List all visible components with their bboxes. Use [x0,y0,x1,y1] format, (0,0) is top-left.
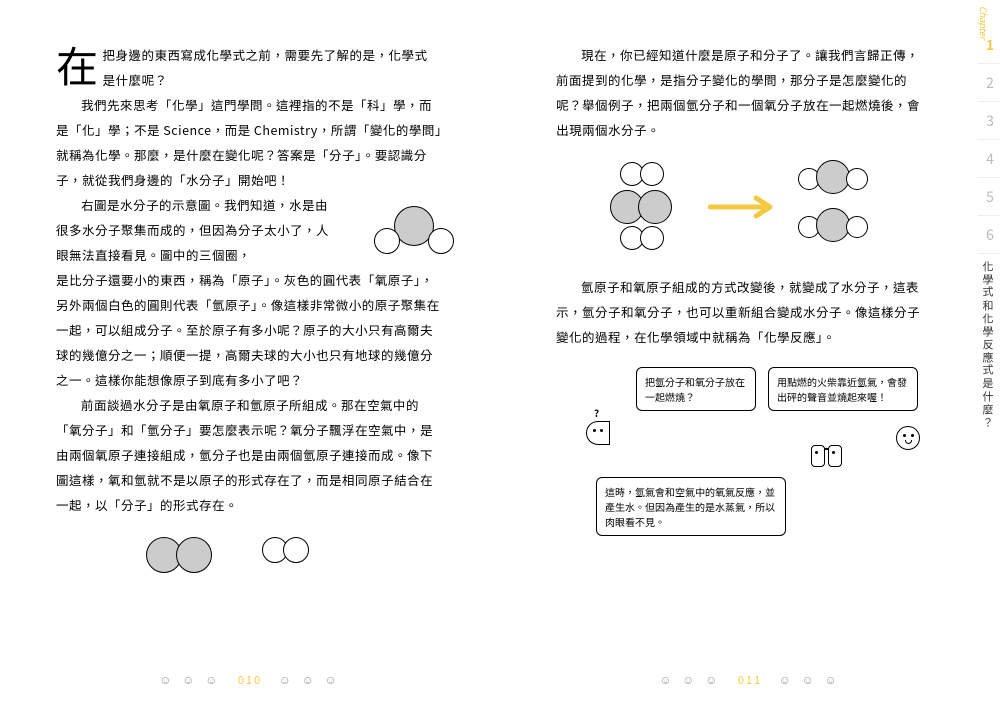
molecule-diagram-bottom [146,537,444,578]
h-atom-circle [640,162,664,186]
tab-1[interactable]: 1 [978,26,1000,64]
character-o [896,422,920,457]
h-atom-circle [640,226,664,250]
water-molecule-diagram [374,206,454,251]
character-c: ? [586,417,610,452]
decor-icon: ☺ ☺ ☺ [779,671,841,688]
products [798,160,878,254]
tab-2[interactable]: 2 [978,64,1000,102]
h2-molecule [262,537,309,578]
o-atom-circle [816,208,850,242]
chapter-title-vertical: 化學式和化學反應式是什麼？ [980,260,996,429]
character-illustration: 把氫分子和氧分子放在一起燃燒？ 用點燃的火柴靠近氫氣，會發出砰的聲音並燒起來喔！… [556,367,930,547]
h-atom-circle [846,216,868,238]
para-2: 我們先來思考「化學」這門學問。這裡指的不是「科」學，而是「化」學；不是 Scie… [56,92,444,192]
page-left: 在 把身邊的東西寫成化學式之前，需要先了解的是，化學式 是什麼呢？ 我們先來思考… [0,0,500,716]
arrow-icon [708,192,778,222]
para-r2: 氫原子和氧原子組成的方式改變後，就變成了水分子，這表示，氫分子和氧分子，也可以重… [556,274,930,349]
page-number-right: ☺ ☺ ☺ 011 ☺ ☺ ☺ [500,671,1000,688]
tab-4[interactable]: 4 [978,140,1000,178]
para-3b: 是比分子還要小的東西，稱為「原子」。灰色的圓代表「氧原子」，另外兩個白色的圓則代… [56,267,444,392]
reaction-diagram [556,160,930,254]
h-atom-circle [283,537,309,563]
h-atom-circle [428,228,454,254]
dropcap: 在 [56,44,99,86]
book-spread: 在 把身邊的東西寫成化學式之前，需要先了解的是，化學式 是什麼呢？ 我們先來思考… [0,0,1000,716]
tab-3[interactable]: 3 [978,102,1000,140]
p1-line2: 是什麼呢？ [103,70,168,89]
reactants [608,162,688,252]
o-atom-circle [638,190,672,224]
o2-molecule [146,537,212,578]
tab-6[interactable]: 6 [978,216,1000,254]
speech-bubble-2: 用點燃的火柴靠近氫氣，會發出砰的聲音並燒起來喔！ [768,367,918,411]
tab-5[interactable]: 5 [978,178,1000,216]
page-right: 現在，你已經知道什麼是原子和分子了。讓我們言歸正傳，前面提到的化學，是指分子變化… [500,0,1000,716]
speech-bubble-3: 這時，氫氣會和空氣中的氧氣反應，並產生水。但因為產生的是水蒸氣，所以肉眼看不見。 [596,477,786,536]
speech-bubble-1: 把氫分子和氧分子放在一起燃燒？ [636,367,756,411]
o-atom-circle [176,537,212,573]
o-atom-circle [816,160,850,194]
decor-icon: ☺ ☺ ☺ [279,671,341,688]
page-number-left: ☺ ☺ ☺ 010 ☺ ☺ ☺ [0,671,500,688]
decor-icon: ☺ ☺ ☺ [159,671,221,688]
character-h [811,439,842,474]
para-1: 在 把身邊的東西寫成化學式之前，需要先了解的是，化學式 是什麼呢？ [56,42,444,92]
decor-icon: ☺ ☺ ☺ [659,671,721,688]
p1-line1: 把身邊的東西寫成化學式之前，需要先了解的是，化學式 [103,45,428,64]
para-4: 前面談過水分子是由氧原子和氫原子所組成。那在空氣中的「氧分子」和「氫分子」要怎麼… [56,392,444,517]
page-num-value: 010 [238,672,262,688]
h-atom-circle [374,228,400,254]
page-num-value: 011 [738,672,762,688]
para-3: 右圖是水分子的示意圖。我們知道，水是由很多水分子聚集而成的，但因為分子太小了，人… [56,192,336,267]
para-r1: 現在，你已經知道什麼是原子和分子了。讓我們言歸正傳，前面提到的化學，是指分子變化… [556,42,930,142]
h-atom-circle [846,168,868,190]
